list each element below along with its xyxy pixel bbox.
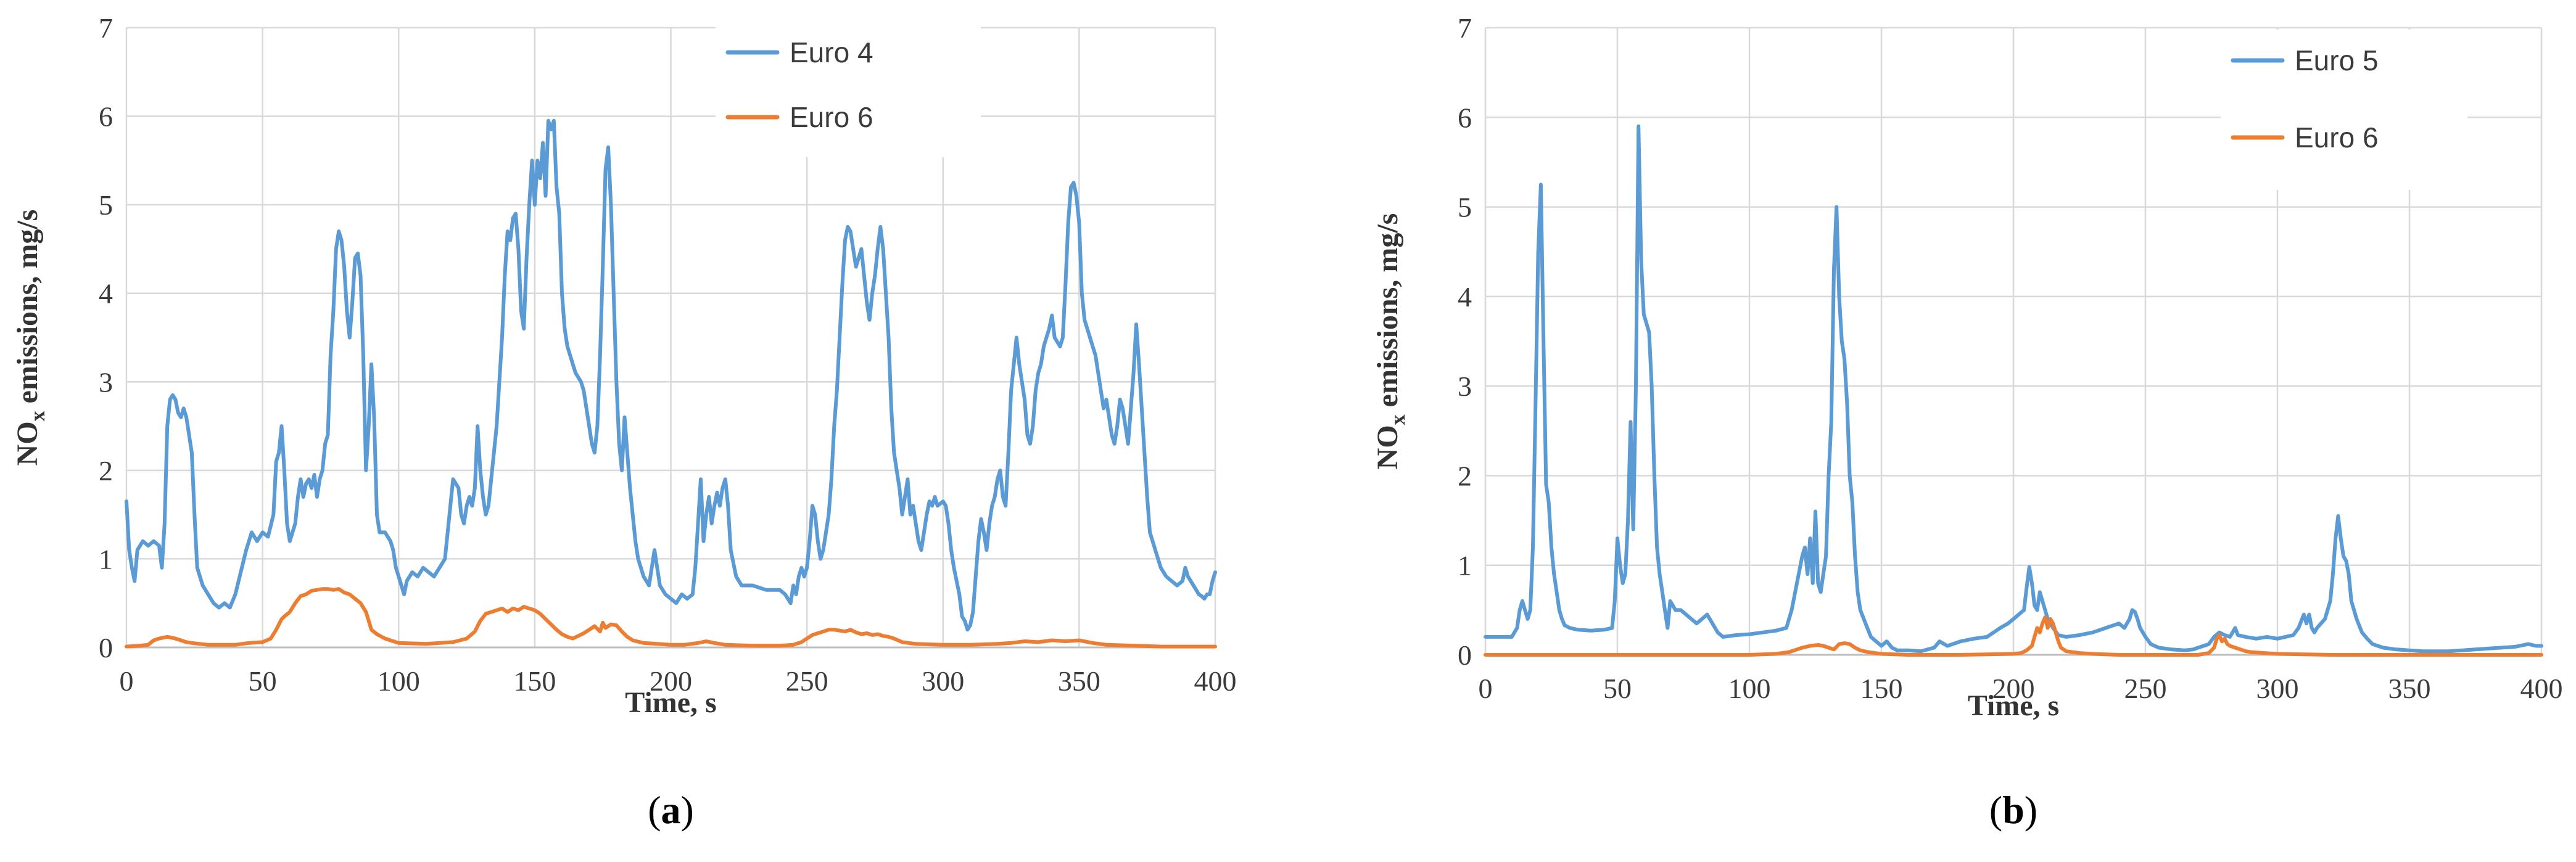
y-axis-title: NOx emissions, mg/s bbox=[1371, 213, 1410, 470]
x-tick-label: 0 bbox=[1479, 673, 1493, 704]
x-tick-label: 100 bbox=[378, 665, 420, 697]
y-tick-label: 1 bbox=[99, 543, 113, 575]
panel-label-open: ( bbox=[648, 788, 661, 832]
panel-label: (b) bbox=[1989, 788, 2037, 832]
panel-label: (a) bbox=[648, 788, 694, 832]
panel-label-close: ) bbox=[2025, 788, 2037, 832]
panel-label-letter: a bbox=[661, 788, 681, 832]
x-tick-label: 350 bbox=[2388, 673, 2431, 704]
legend-label: Euro 5 bbox=[2295, 44, 2379, 76]
x-tick-label: 250 bbox=[786, 665, 828, 697]
y-tick-label: 2 bbox=[99, 455, 113, 486]
legend-label: Euro 6 bbox=[2295, 121, 2379, 154]
panel-label-open: ( bbox=[1989, 788, 2002, 832]
y-tick-label: 5 bbox=[99, 189, 113, 221]
legend-label: Euro 4 bbox=[790, 36, 873, 68]
y-tick-label: 6 bbox=[99, 101, 113, 133]
legend-label: Euro 6 bbox=[790, 101, 873, 133]
x-tick-label: 200 bbox=[650, 665, 692, 697]
series-line-euro-4 bbox=[125, 118, 1217, 632]
y-tick-label: 2 bbox=[1458, 460, 1472, 491]
y-tick-label: 1 bbox=[1458, 550, 1472, 581]
y-axis-title-subscript: x bbox=[1387, 414, 1410, 425]
x-axis-title: Time, s bbox=[1968, 689, 2059, 722]
y-axis-title-main: NO bbox=[1371, 425, 1404, 469]
x-tick-label: 200 bbox=[1992, 673, 2035, 704]
x-axis-title: Time, s bbox=[625, 686, 716, 719]
x-tick-label: 250 bbox=[2124, 673, 2167, 704]
y-tick-label: 0 bbox=[99, 632, 113, 663]
x-tick-label: 400 bbox=[2520, 673, 2563, 704]
x-tick-label: 350 bbox=[1058, 665, 1100, 697]
panel-label-letter: b bbox=[2002, 788, 2025, 832]
y-axis-title: NOx emissions, mg/s bbox=[11, 210, 49, 466]
x-tick-label: 50 bbox=[1603, 673, 1632, 704]
x-tick-label: 300 bbox=[2256, 673, 2299, 704]
y-tick-label: 3 bbox=[1458, 371, 1472, 402]
x-tick-label: 150 bbox=[1860, 673, 1903, 704]
y-tick-label: 0 bbox=[1458, 639, 1472, 671]
y-tick-label: 4 bbox=[99, 278, 113, 310]
y-axis-title-subscript: x bbox=[27, 411, 49, 421]
y-tick-label: 5 bbox=[1458, 192, 1472, 223]
legend: Euro 4 Euro 6 bbox=[716, 22, 981, 157]
y-tick-label: 6 bbox=[1458, 102, 1472, 133]
legend: Euro 5 Euro 6 bbox=[2221, 30, 2467, 190]
y-axis-title-rest: emissions, mg/s bbox=[11, 210, 44, 411]
series-line-euro-5 bbox=[1484, 124, 2543, 654]
x-tick-label: 300 bbox=[922, 665, 964, 697]
x-tick-label: 150 bbox=[513, 665, 556, 697]
legend-background bbox=[2221, 30, 2467, 190]
y-axis-title-rest: emissions, mg/s bbox=[1371, 213, 1404, 415]
y-tick-label: 4 bbox=[1458, 281, 1472, 313]
x-tick-label: 400 bbox=[1194, 665, 1237, 697]
x-tick-label: 0 bbox=[120, 665, 134, 697]
legend-background bbox=[716, 22, 981, 157]
series-line-euro-6 bbox=[1484, 615, 2543, 657]
y-tick-label: 7 bbox=[99, 12, 113, 44]
series-line-euro-6 bbox=[125, 587, 1217, 649]
panel-label-close: ) bbox=[681, 788, 694, 832]
x-tick-label: 100 bbox=[1728, 673, 1771, 704]
y-tick-label: 3 bbox=[99, 366, 113, 398]
x-tick-label: 50 bbox=[249, 665, 277, 697]
y-axis-title-main: NO bbox=[11, 421, 44, 466]
y-tick-label: 7 bbox=[1458, 12, 1472, 44]
